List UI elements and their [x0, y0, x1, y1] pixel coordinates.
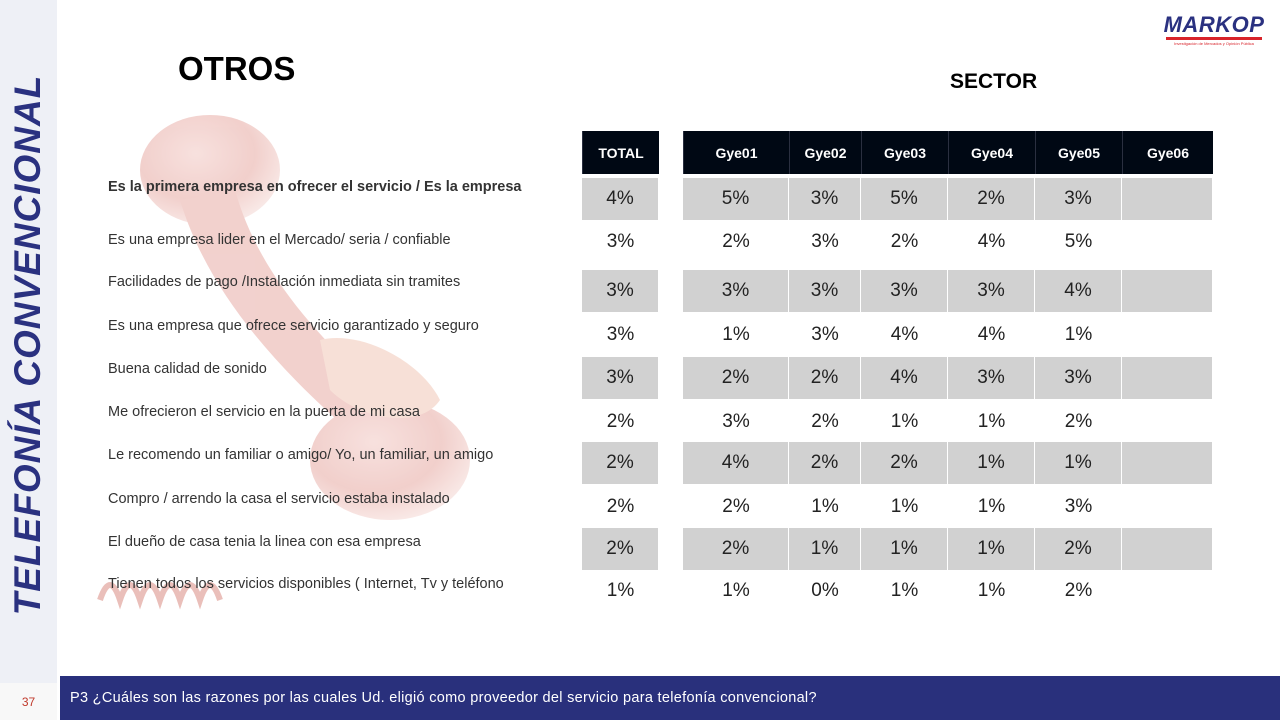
header-sector-gye01: Gye01: [683, 131, 789, 174]
sector-cell: [1122, 357, 1213, 399]
sector-cell: 2%: [683, 357, 789, 399]
sector-cell: 1%: [861, 528, 948, 570]
row-label: Tienen todos los servicios disponibles (…: [108, 576, 504, 592]
sector-cell: [1122, 221, 1213, 263]
sector-cell: 2%: [1064, 580, 1093, 601]
sector-cell: 1%: [977, 580, 1006, 601]
total-cell: 3%: [582, 357, 659, 399]
sector-cell: 4%: [890, 324, 919, 345]
sector-cell: 1%: [948, 528, 1035, 570]
sector-cell: 5%: [683, 178, 789, 220]
sector-cell: 1%: [977, 496, 1006, 517]
sector-cell: 5%: [1064, 231, 1093, 252]
row-label: Facilidades de pago /Instalación inmedia…: [108, 274, 461, 290]
total-cell: 3%: [606, 231, 635, 252]
sector-cell: 3%: [683, 270, 789, 312]
sector-cell: 4%: [977, 324, 1006, 345]
sector-cell: 1%: [948, 442, 1035, 484]
sector-cell: 4%: [977, 231, 1006, 252]
sector-cell: 2%: [683, 528, 789, 570]
row-label: Es la primera empresa en ofrecer el serv…: [108, 179, 522, 195]
row-label: Me ofrecieron el servicio en la puerta d…: [108, 404, 420, 420]
telephone-handset-image: [97, 115, 470, 610]
sector-cell: 4%: [683, 442, 789, 484]
sector-cell: 1%: [977, 411, 1006, 432]
total-cell: 3%: [582, 270, 659, 312]
total-cell: 2%: [606, 411, 635, 432]
sector-cell: 2%: [1064, 411, 1093, 432]
sector-cell: 2%: [811, 411, 839, 432]
sector-cell: [1122, 570, 1213, 612]
left-strip: [0, 0, 57, 720]
sector-title: SECTOR: [950, 70, 1038, 93]
sector-cell: 1%: [1064, 324, 1093, 345]
vertical-title: TELEFONÍA CONVENCIONAL: [7, 74, 48, 616]
row-label: El dueño de casa tenia la linea con esa …: [108, 534, 421, 550]
section-title: OTROS: [178, 50, 296, 87]
header-sector-gye06: Gye06: [1122, 131, 1213, 174]
total-cell: 2%: [582, 442, 659, 484]
question-footer: P3 ¿Cuáles son las razones por las cuale…: [60, 676, 1280, 720]
sector-cell: 0%: [811, 580, 839, 601]
sector-cell: 3%: [811, 231, 839, 252]
sector-cell: 1%: [789, 528, 861, 570]
sector-cell: [1122, 314, 1213, 356]
sector-cell: 2%: [1035, 528, 1122, 570]
sector-cell: 3%: [811, 324, 839, 345]
sector-cell: 2%: [722, 496, 750, 517]
sector-cell: 3%: [861, 270, 948, 312]
sector-cell: 2%: [948, 178, 1035, 220]
sector-cell: 2%: [861, 442, 948, 484]
sector-cell: 1%: [890, 496, 919, 517]
header-sector-gye02: Gye02: [789, 131, 861, 174]
header-sector-gye04: Gye04: [948, 131, 1035, 174]
sector-cell: 3%: [789, 270, 861, 312]
total-cell: 3%: [606, 324, 635, 345]
sector-cell: 3%: [1064, 496, 1093, 517]
row-label: Es una empresa que ofrece servicio garan…: [108, 318, 479, 334]
sector-cell: 3%: [789, 178, 861, 220]
sector-cell: [1122, 442, 1213, 484]
sector-cell: 1%: [722, 580, 750, 601]
logo-tagline: Investigación de Mercados y Opinión Públ…: [1174, 41, 1254, 46]
markop-logo: MARKOP Investigación de Mercados y Opini…: [1160, 12, 1268, 46]
row-label: Buena calidad de sonido: [108, 361, 267, 377]
header-sector-gye03: Gye03: [861, 131, 948, 174]
sector-cell: 1%: [722, 324, 750, 345]
sector-cell: 2%: [789, 442, 861, 484]
sector-cell: 3%: [1035, 357, 1122, 399]
total-cell: 2%: [606, 496, 635, 517]
sector-cell: [1122, 401, 1213, 443]
total-cell: 2%: [582, 528, 659, 570]
row-label: Le recomendo un familiar o amigo/ Yo, un…: [108, 447, 494, 463]
sector-cell: [1122, 486, 1213, 528]
logo-underline: [1166, 37, 1262, 40]
sector-cell: [1122, 528, 1213, 570]
sector-cell: 1%: [890, 411, 919, 432]
sector-cell: [1122, 270, 1213, 312]
total-cell: 4%: [582, 178, 659, 220]
sector-cell: 1%: [1035, 442, 1122, 484]
sector-cell: [1122, 178, 1213, 220]
sector-cell: 1%: [811, 496, 839, 517]
sector-cell: 2%: [890, 231, 919, 252]
sector-cell: 3%: [1035, 178, 1122, 220]
header-total: TOTAL: [582, 131, 659, 174]
question-text: P3 ¿Cuáles son las razones por las cuale…: [70, 690, 817, 706]
sector-cell: 3%: [948, 270, 1035, 312]
sector-cell: 1%: [890, 580, 919, 601]
sector-cell: 2%: [789, 357, 861, 399]
sector-cell: 3%: [722, 411, 750, 432]
sector-cell: 3%: [948, 357, 1035, 399]
row-label: Compro / arrendo la casa el servicio est…: [108, 491, 450, 507]
page-number: 37: [0, 683, 57, 720]
sector-cell: 5%: [861, 178, 948, 220]
logo-name: MARKOP: [1163, 12, 1265, 37]
row-label: Es una empresa lider en el Mercado/ seri…: [108, 232, 451, 248]
header-sector-gye05: Gye05: [1035, 131, 1122, 174]
total-cell: 1%: [606, 580, 635, 601]
sector-cell: 2%: [722, 231, 750, 252]
sector-cell: 4%: [861, 357, 948, 399]
sector-cell: 4%: [1035, 270, 1122, 312]
